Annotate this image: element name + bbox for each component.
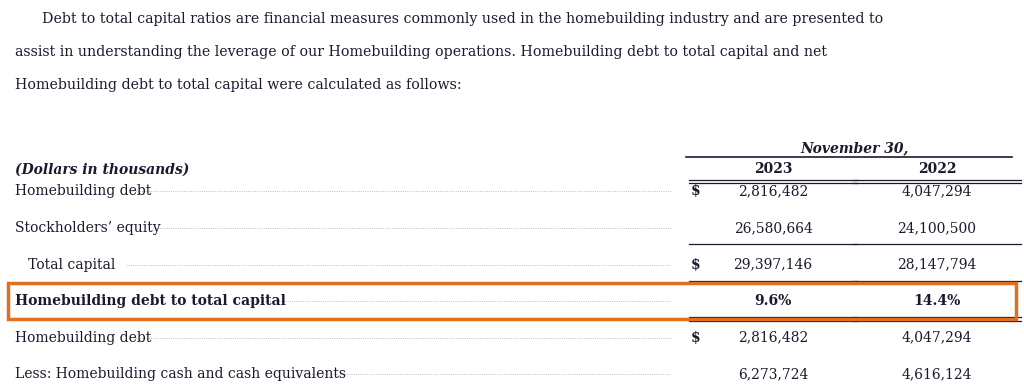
Text: 4,047,294: 4,047,294 bbox=[902, 184, 972, 198]
Text: (Dollars in thousands): (Dollars in thousands) bbox=[15, 162, 189, 176]
Text: $: $ bbox=[691, 331, 700, 345]
Text: 2023: 2023 bbox=[754, 162, 793, 176]
Text: 6,273,724: 6,273,724 bbox=[738, 367, 808, 381]
Text: Homebuilding debt to total capital: Homebuilding debt to total capital bbox=[15, 294, 287, 308]
Text: $: $ bbox=[691, 184, 700, 198]
Text: Homebuilding debt: Homebuilding debt bbox=[15, 184, 152, 198]
Text: 29,397,146: 29,397,146 bbox=[733, 258, 813, 272]
Text: November 30,: November 30, bbox=[801, 141, 909, 155]
Text: 2022: 2022 bbox=[918, 162, 956, 176]
Text: 26,580,664: 26,580,664 bbox=[733, 221, 813, 235]
Text: Less: Homebuilding cash and cash equivalents: Less: Homebuilding cash and cash equival… bbox=[15, 367, 346, 381]
Text: 2,816,482: 2,816,482 bbox=[738, 331, 808, 345]
Text: 4,047,294: 4,047,294 bbox=[902, 331, 972, 345]
Text: $: $ bbox=[691, 258, 700, 272]
Text: 28,147,794: 28,147,794 bbox=[897, 258, 977, 272]
Text: Homebuilding debt to total capital were calculated as follows:: Homebuilding debt to total capital were … bbox=[15, 78, 462, 92]
Text: Homebuilding debt: Homebuilding debt bbox=[15, 331, 152, 345]
Text: 14.4%: 14.4% bbox=[913, 294, 961, 308]
Text: 24,100,500: 24,100,500 bbox=[897, 221, 977, 235]
Text: Stockholders’ equity: Stockholders’ equity bbox=[15, 221, 161, 235]
Text: assist in understanding the leverage of our Homebuilding operations. Homebuildin: assist in understanding the leverage of … bbox=[15, 45, 827, 59]
Text: 9.6%: 9.6% bbox=[755, 294, 792, 308]
Text: Debt to total capital ratios are financial measures commonly used in the homebui: Debt to total capital ratios are financi… bbox=[15, 12, 884, 26]
Text: 4,616,124: 4,616,124 bbox=[902, 367, 972, 381]
Text: Total capital: Total capital bbox=[15, 258, 116, 272]
Text: 2,816,482: 2,816,482 bbox=[738, 184, 808, 198]
